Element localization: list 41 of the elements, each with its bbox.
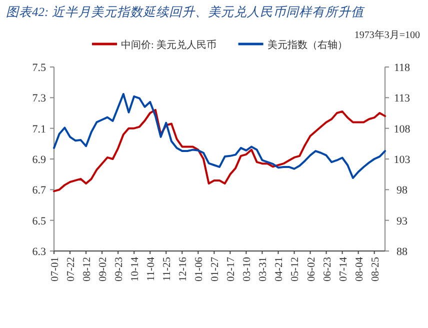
y-tick-label: 6.7	[32, 184, 46, 197]
legend-label: 美元指数（右轴）	[267, 39, 348, 51]
x-tick-label: 02-17	[226, 257, 238, 282]
y-tick-label: 6.5	[32, 215, 46, 228]
y2-tick-label: 98	[396, 184, 408, 197]
y-tick-label: 7.3	[32, 92, 46, 105]
y2-axis-title: 1973年3月=100	[354, 29, 420, 41]
y2-tick-label: 113	[394, 92, 411, 105]
legend-label: 中间价: 美元兑人民币	[121, 39, 216, 51]
x-tick-label: 10-14	[130, 256, 142, 282]
x-tick-label: 12-16	[178, 257, 190, 282]
y-tick-label: 7.5	[32, 62, 46, 74]
y-tick-label: 7.1	[32, 123, 46, 136]
x-tick-label: 09-02	[98, 257, 110, 282]
y2-tick-label: 93	[396, 215, 408, 228]
x-tick-label: 08-12	[82, 257, 94, 282]
x-tick-label: 07-14	[338, 256, 350, 282]
x-tick-label: 04-21	[274, 257, 286, 282]
x-tick-label: 11-25	[162, 257, 174, 282]
x-tick-label: 01-06	[194, 257, 206, 282]
x-tick-label: 06-02	[306, 257, 318, 282]
x-tick-label: 09-23	[114, 257, 126, 282]
x-tick-label: 07-01	[50, 257, 61, 282]
x-tick-label: 08-04	[354, 256, 366, 282]
x-tick-label: 01-27	[210, 257, 222, 282]
x-tick-label: 03-31	[258, 257, 270, 282]
y2-tick-label: 108	[394, 123, 411, 136]
x-tick-label: 05-12	[290, 257, 302, 282]
x-tick-label: 06-23	[322, 257, 334, 282]
x-tick-label: 11-04	[146, 256, 158, 282]
y-tick-label: 6.9	[32, 154, 46, 166]
y2-tick-label: 118	[394, 62, 411, 74]
x-tick-label: 03-10	[242, 257, 254, 282]
line-series	[53, 108, 386, 192]
x-tick-label: 08-25	[370, 257, 382, 282]
y2-tick-label: 88	[396, 246, 408, 258]
y2-tick-label: 103	[394, 154, 411, 166]
chart-title: 图表42: 近半月美元指数延续回升、美元兑人民币同样有所升值	[6, 5, 365, 19]
x-tick-label: 07-22	[66, 257, 78, 282]
y-tick-label: 6.3	[32, 246, 46, 258]
line-series	[53, 92, 386, 180]
